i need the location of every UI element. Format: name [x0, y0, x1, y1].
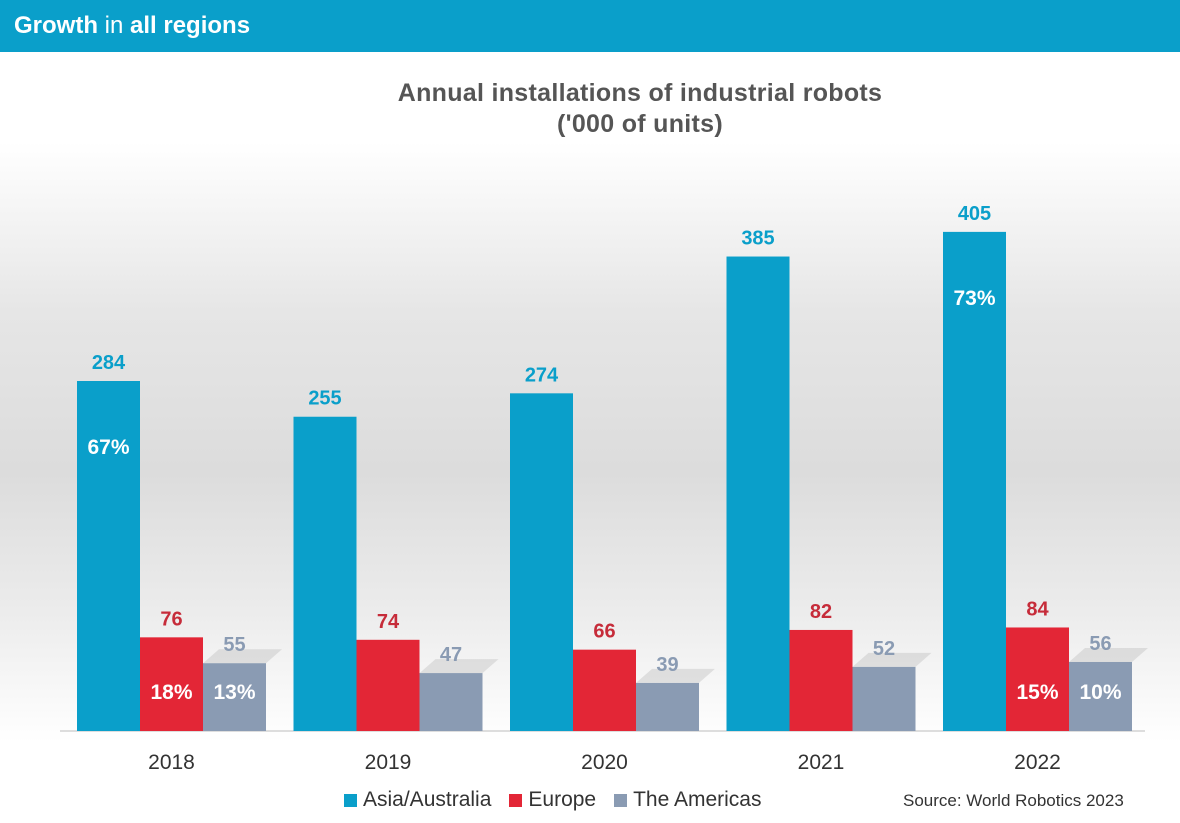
source-note: Source: World Robotics 2023 [903, 791, 1124, 810]
value-label: 274 [525, 364, 559, 386]
value-label: 66 [593, 621, 615, 643]
bar-the-americas-2018 [203, 663, 266, 731]
value-label: 84 [1026, 598, 1049, 620]
value-label: 56 [1089, 633, 1111, 655]
chart-subtitle: ('000 of units) [556, 110, 723, 138]
bar-shadow [419, 659, 499, 674]
bar-europe-2021 [789, 629, 853, 731]
value-label: 405 [958, 203, 991, 225]
legend-item-asia: Asia/Australia [344, 788, 491, 812]
header-banner: Growth in all regions [0, 0, 1180, 52]
value-label: 52 [873, 638, 895, 660]
header-in: in [98, 12, 131, 39]
bar-asia-australia-2019 [293, 416, 357, 731]
bar-asia-australia-2021 [726, 256, 790, 731]
bar-europe-2019 [356, 639, 420, 731]
legend-swatch-americas [614, 793, 628, 807]
share-label: 15% [1016, 681, 1058, 704]
legend-item-europe: Europe [509, 788, 596, 812]
x-tick-label: 2019 [365, 751, 412, 774]
x-tick-label: 2018 [148, 751, 195, 774]
share-label: 10% [1079, 681, 1121, 704]
legend-label-asia: Asia/Australia [363, 788, 492, 811]
bar-shadow [203, 649, 282, 664]
value-label: 55 [223, 634, 245, 656]
value-label: 284 [92, 352, 126, 374]
legend-swatch-asia [344, 793, 357, 807]
legend-swatch-europe [509, 793, 523, 807]
bar-asia-australia-2022 [943, 231, 1006, 731]
bar-the-americas-2022 [1069, 661, 1132, 731]
value-label: 47 [440, 644, 462, 666]
bar-the-americas-2020 [636, 682, 699, 731]
x-tick-label: 2021 [798, 751, 845, 774]
bar-europe-2018 [140, 637, 203, 731]
chart-title: Annual installations of industrial robot… [397, 79, 883, 107]
share-label: 13% [213, 681, 255, 704]
bar-the-americas-2021 [852, 666, 916, 731]
legend: Asia/Australia Europe The Americas [344, 786, 780, 814]
x-tick-label: 2022 [1014, 751, 1061, 774]
value-label: 39 [656, 654, 678, 676]
legend-label-americas: The Americas [633, 788, 762, 811]
value-label: 385 [741, 228, 774, 250]
bar-asia-australia-2020 [510, 393, 573, 731]
value-label: 255 [308, 388, 341, 410]
share-label: 67% [87, 436, 129, 459]
bar-shadow [1069, 647, 1148, 662]
x-tick-label: 2020 [581, 751, 628, 774]
share-label: 18% [150, 681, 192, 704]
legend-item-americas: The Americas [614, 788, 762, 812]
chart-title-block: Annual installations of industrial robot… [0, 78, 1180, 140]
bar-asia-australia-2018 [77, 381, 140, 731]
value-label: 82 [810, 601, 832, 623]
value-label: 76 [160, 608, 182, 630]
share-label: 73% [953, 287, 995, 310]
bar-europe-2020 [573, 649, 636, 731]
bar-the-americas-2019 [419, 673, 483, 731]
header-all-regions: all regions [130, 12, 251, 39]
bar-shadow [852, 652, 932, 667]
bar-europe-2022 [1006, 627, 1069, 731]
legend-label-europe: Europe [528, 788, 597, 811]
header-growth: Growth [14, 12, 98, 39]
bar-shadow [636, 668, 715, 683]
value-label: 74 [377, 611, 400, 633]
